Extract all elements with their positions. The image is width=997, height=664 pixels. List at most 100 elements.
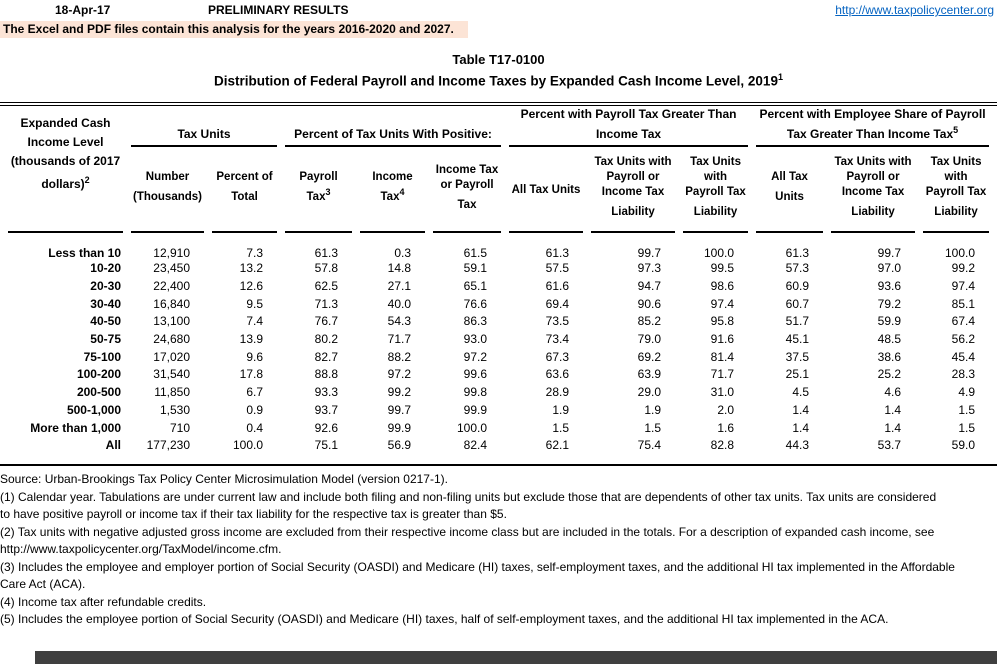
table-cell: 76.7 xyxy=(314,314,338,329)
table-cell: 4.9 xyxy=(958,385,976,400)
table-row: 40-50 13,100 7.4 76.7 54.3 86.3 73.5 85.2 95.8 51… xyxy=(8,313,989,331)
table-cell: 16,840 xyxy=(153,296,190,311)
table-cell: 71.7 xyxy=(710,367,735,382)
table-cell: 1.9 xyxy=(552,402,570,417)
table-cell: 31.0 xyxy=(710,385,735,400)
table-cell: 13,100 xyxy=(153,314,190,329)
table-cell: 29.0 xyxy=(637,385,662,400)
preliminary-results-label: PRELIMINARY RESULTS xyxy=(208,3,349,17)
table-cell: 99.5 xyxy=(710,261,735,276)
table-cell: 95.8 xyxy=(710,314,735,329)
footnote-line: http://www.taxpolicycenter.org/TaxModel/… xyxy=(0,542,282,557)
table-cell: 25.1 xyxy=(785,367,810,382)
table-cell: 13.9 xyxy=(239,332,263,347)
table-cell: 86.3 xyxy=(463,314,488,329)
group-tax-units: Tax Units xyxy=(131,106,277,147)
table-cell: 61.3 xyxy=(545,245,570,260)
table-row: 30-40 16,840 9.5 71.3 40.0 76.6 69.4 90.6 97.4 60… xyxy=(8,295,989,313)
row-label: 50-75 xyxy=(90,332,121,347)
table-cell: 1.5 xyxy=(552,420,570,435)
row-label: 500-1,000 xyxy=(66,402,121,417)
table-cell: 100.0 xyxy=(704,245,735,260)
footnote-line: Care Act (ACA). xyxy=(0,577,86,592)
table-cell: 9.6 xyxy=(246,349,263,364)
footnote-line: (3) Includes the employee and employer p… xyxy=(0,559,955,574)
table-cell: 99.7 xyxy=(387,402,411,417)
table-cell: 31,540 xyxy=(153,367,190,382)
table-cell: 99.9 xyxy=(463,402,488,417)
table-cell: 53.7 xyxy=(877,438,902,453)
analysis-notice: The Excel and PDF files contain this ana… xyxy=(0,21,468,38)
table-row: 200-500 11,850 6.7 93.3 99.2 99.8 28.9 29.0 31.0… xyxy=(8,383,989,401)
table-cell: 23,450 xyxy=(153,261,190,276)
table-cell: 0.3 xyxy=(394,245,411,260)
footnotes: Source: Urban-Brookings Tax Policy Cente… xyxy=(0,464,997,629)
table-cell: 94.7 xyxy=(637,279,662,294)
notice-row: The Excel and PDF files contain this ana… xyxy=(0,20,997,38)
table-cell: 4.5 xyxy=(792,385,810,400)
table-cell: 1.9 xyxy=(644,402,662,417)
table-cell: 93.3 xyxy=(314,385,338,400)
table-cell: 97.0 xyxy=(877,261,902,276)
table-cell: 82.8 xyxy=(710,438,735,453)
table-row: 500-1,000 1,530 0.9 93.7 99.7 99.9 1.9 1.9 2.0 1.… xyxy=(8,401,989,419)
taxpolicycenter-link[interactable]: http://www.taxpolicycenter.org xyxy=(835,3,994,17)
table-cell: 37.5 xyxy=(785,349,810,364)
table-cell: 90.6 xyxy=(637,296,662,311)
table-cell: 65.1 xyxy=(463,279,488,294)
table-cell: 54.3 xyxy=(387,314,411,329)
table-cell: 2.0 xyxy=(717,402,735,417)
table-cell: 99.2 xyxy=(951,261,976,276)
table-cell: 17,020 xyxy=(153,349,190,364)
row-label: 100-200 xyxy=(76,367,121,382)
table-cell: 57.5 xyxy=(545,261,570,276)
table-cell: 1.4 xyxy=(884,420,902,435)
income-level-header: Expanded Cash Income Level (thousands of… xyxy=(8,106,123,233)
table-cell: 45.4 xyxy=(951,349,976,364)
table-cell: 177,230 xyxy=(146,438,190,453)
table-row: 20-30 22,400 12.6 62.5 27.1 65.1 61.6 94.7 98.6 6… xyxy=(8,277,989,295)
col-units-payroll-or-income-2: Tax Units with Payroll or Income Tax Lia… xyxy=(831,147,916,233)
table-row: 50-75 24,680 13.9 80.2 71.7 93.0 73.4 79.0 91.6 4… xyxy=(8,330,989,348)
table-cell: 92.6 xyxy=(314,420,338,435)
table-cell: 0.9 xyxy=(246,402,263,417)
col-number-thousands: Number (Thousands) xyxy=(131,147,204,233)
table-row: 75-100 17,020 9.6 82.7 88.2 97.2 67.3 69.2 81.4 3… xyxy=(8,348,989,366)
table-cell: 1.5 xyxy=(958,402,976,417)
table-cell: 60.9 xyxy=(785,279,810,294)
table-cell: 81.4 xyxy=(710,349,735,364)
table-cell: 1.4 xyxy=(884,402,902,417)
title-footnote-ref: 1 xyxy=(777,72,783,82)
table-cell: 76.6 xyxy=(463,296,488,311)
table-cell: 1.5 xyxy=(958,420,976,435)
table-cell: 80.2 xyxy=(314,332,338,347)
table-cell: 6.7 xyxy=(246,385,263,400)
table-cell: 1.6 xyxy=(717,420,735,435)
table-cell: 57.8 xyxy=(314,261,338,276)
table-cell: 59.9 xyxy=(877,314,902,329)
col-units-payroll-liability-1: Tax Units with Payroll Tax Liability xyxy=(683,147,749,233)
table-cell: 63.6 xyxy=(545,367,570,382)
table-cell: 61.3 xyxy=(314,245,338,260)
row-label: 40-50 xyxy=(90,314,121,329)
table-cell: 38.6 xyxy=(877,349,902,364)
table-cell: 100.0 xyxy=(945,245,976,260)
table-cell: 99.7 xyxy=(637,245,662,260)
table-row: 10-20 23,450 13.2 57.8 14.8 59.1 57.5 97.3 99.5 5… xyxy=(8,260,989,278)
table-cell: 710 xyxy=(169,420,190,435)
col-units-payroll-liability-2: Tax Units with Payroll Tax Liability xyxy=(923,147,990,233)
table-cell: 98.6 xyxy=(710,279,735,294)
table-row: 100-200 31,540 17.8 88.8 97.2 99.6 63.6 63.9 71.… xyxy=(8,366,989,384)
table-cell: 4.6 xyxy=(884,385,902,400)
window-bottom-bar[interactable] xyxy=(35,651,997,664)
table-cell: 73.5 xyxy=(545,314,570,329)
table-cell: 61.5 xyxy=(463,245,488,260)
row-label: 75-100 xyxy=(83,349,121,364)
table-cell: 97.4 xyxy=(710,296,735,311)
table-cell: 60.7 xyxy=(785,296,810,311)
col-units-payroll-or-income-1: Tax Units with Payroll or Income Tax Lia… xyxy=(591,147,676,233)
table-cell: 99.8 xyxy=(463,385,488,400)
table-cell: 59.1 xyxy=(463,261,488,276)
table-cell: 1,530 xyxy=(159,402,190,417)
table-cell: 82.4 xyxy=(463,438,488,453)
